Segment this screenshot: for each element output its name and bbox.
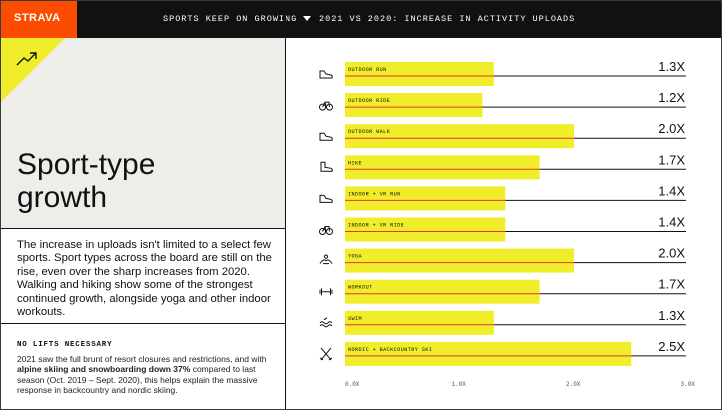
bar bbox=[345, 186, 506, 211]
category-label: INDOOR + VR RIDE bbox=[348, 223, 404, 229]
bar bbox=[345, 62, 494, 86]
bar-chart: OUTDOOR RUN 1.3X OUTDOOR RIDE 1.2X OUTDOOR W… bbox=[319, 59, 696, 388]
top-bar: STRAVA SPORTS KEEP ON GROWING 2021 VS 20… bbox=[1, 1, 721, 38]
logo-text: STRAVA bbox=[14, 12, 61, 24]
value-label: 1.2X bbox=[658, 90, 685, 105]
intro-paragraph: The increase in uploads isn't limited to… bbox=[17, 239, 272, 319]
triangle-down-icon[interactable] bbox=[303, 16, 311, 21]
category-label: WORKOUT bbox=[348, 285, 373, 291]
value-label: 2.0X bbox=[658, 121, 685, 136]
note-text-end: compared to last season (Oct. 2019 – Sep… bbox=[17, 364, 258, 396]
value-label: 1.7X bbox=[658, 152, 685, 167]
x-tick-label: 2.0X bbox=[566, 381, 581, 388]
bar bbox=[345, 217, 506, 242]
bar bbox=[345, 124, 574, 149]
x-tick-label: 0.0X bbox=[345, 381, 360, 388]
value-label: 1.3X bbox=[658, 308, 685, 323]
bar bbox=[345, 93, 483, 118]
shoe-icon bbox=[319, 70, 333, 79]
value-label: 1.7X bbox=[658, 277, 685, 292]
note-heading: NO LIFTS NECESSARY bbox=[17, 341, 113, 349]
bar bbox=[345, 248, 574, 273]
bar bbox=[345, 310, 494, 335]
category-label: OUTDOOR RIDE bbox=[348, 98, 390, 104]
category-label: YOGA bbox=[348, 254, 363, 260]
page-title: Sport-type growth bbox=[17, 148, 156, 214]
hero-block: Sport-type growth bbox=[1, 38, 285, 228]
x-tick-label: 1.0X bbox=[452, 381, 467, 388]
category-label: HIKE bbox=[348, 160, 362, 166]
shoe-icon bbox=[319, 194, 333, 203]
note-body: 2021 saw the full brunt of resort closur… bbox=[17, 354, 279, 396]
value-label: 1.4X bbox=[658, 215, 685, 230]
ski-icon bbox=[319, 347, 333, 361]
dumbbell-icon bbox=[319, 288, 333, 296]
value-label: 2.0X bbox=[658, 246, 685, 261]
walk-shoe-icon bbox=[319, 132, 333, 141]
divider bbox=[1, 323, 285, 324]
swim-icon bbox=[319, 317, 333, 328]
category-label: NORDIC + BACKCOUNTRY SKI bbox=[348, 347, 432, 353]
x-tick-label: 3.0X bbox=[681, 381, 696, 388]
divider bbox=[1, 228, 285, 229]
column-divider bbox=[285, 1, 286, 409]
chart-header-title: 2021 VS 2020: INCREASE IN ACTIVITY UPLOA… bbox=[319, 14, 576, 24]
category-label: SWIM bbox=[348, 316, 362, 322]
category-label: OUTDOOR RUN bbox=[348, 67, 387, 73]
bar bbox=[345, 341, 632, 366]
section-title: SPORTS KEEP ON GROWING bbox=[163, 14, 298, 24]
category-label: INDOOR + VR RUN bbox=[348, 191, 401, 197]
value-label: 1.4X bbox=[658, 183, 685, 198]
note-text-bold: alpine skiing and snowboarding down 37% bbox=[17, 364, 191, 375]
note-text-start: 2021 saw the full brunt of resort closur… bbox=[17, 354, 267, 364]
value-label: 2.5X bbox=[658, 339, 685, 354]
bar bbox=[345, 279, 540, 304]
bar bbox=[345, 155, 540, 180]
yoga-icon bbox=[319, 254, 333, 265]
trend-up-icon bbox=[16, 52, 37, 66]
strava-logo[interactable]: STRAVA bbox=[1, 1, 77, 38]
left-panel: Sport-type growth The increase in upload… bbox=[1, 38, 285, 409]
value-label: 1.3X bbox=[658, 59, 685, 74]
category-label: OUTDOOR WALK bbox=[348, 129, 391, 135]
bike-icon bbox=[319, 101, 333, 111]
hiking-boot-icon bbox=[320, 161, 333, 172]
corner-triangle bbox=[1, 38, 65, 102]
bike-icon bbox=[319, 226, 333, 235]
